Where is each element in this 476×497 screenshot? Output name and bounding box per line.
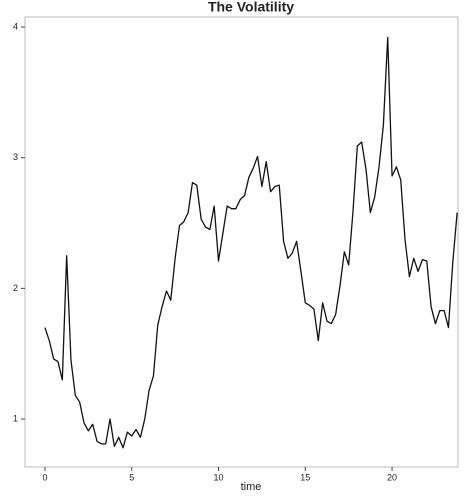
plot-frame	[24, 16, 459, 468]
x-tick-label: 0	[42, 472, 47, 482]
x-tick-label: 20	[387, 472, 397, 482]
y-tick-label: 3	[13, 152, 18, 162]
x-tick-label: 10	[213, 472, 223, 482]
y-tick-label: 1	[13, 413, 18, 423]
y-tick-label: 4	[13, 21, 18, 31]
x-axis-label: time	[241, 481, 262, 493]
x-tick-label: 5	[129, 472, 134, 482]
line	[44, 36, 458, 449]
x-tick-label: 15	[300, 472, 310, 482]
chart-title: The Volatility	[208, 0, 294, 15]
y-tick-label: 2	[13, 283, 18, 293]
